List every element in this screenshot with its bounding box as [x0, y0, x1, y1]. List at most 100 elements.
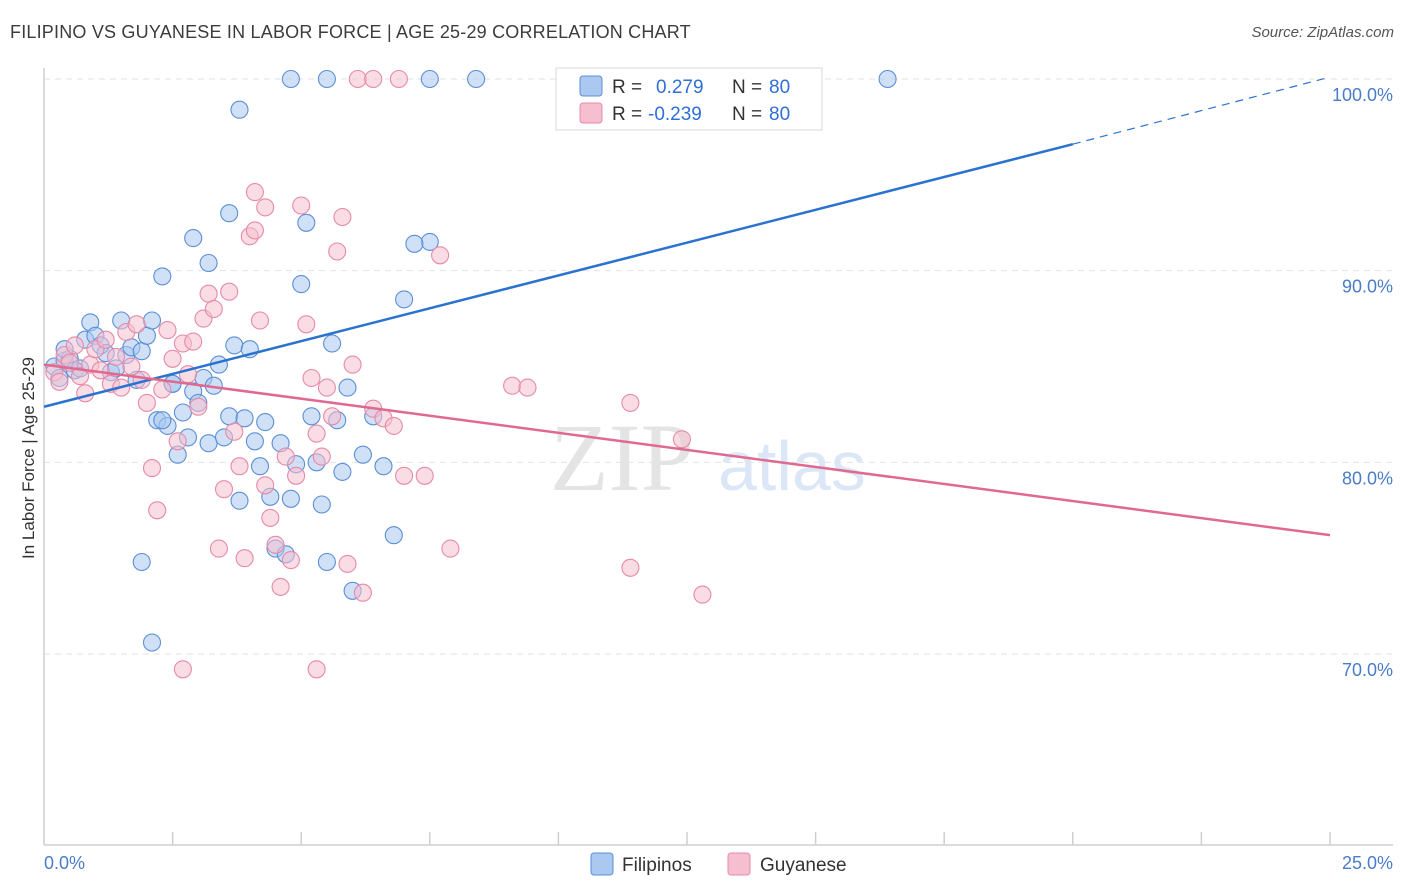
y-tick-label: 90.0% — [1342, 277, 1393, 297]
guyanese-point — [256, 476, 275, 495]
x-tick-label-min: 0.0% — [44, 853, 85, 873]
series-legend-label-filipinos: Filipinos — [622, 855, 692, 876]
guyanese-point — [307, 424, 326, 443]
y-tick-label: 80.0% — [1342, 468, 1393, 488]
grid-lines — [44, 78, 1393, 655]
filipino-point — [353, 445, 372, 464]
filipino-point — [250, 457, 270, 476]
filipino-point — [878, 69, 897, 89]
guyanese-point — [189, 397, 208, 416]
filipino-point — [281, 69, 300, 89]
guyanese-point — [225, 422, 244, 441]
guyanese-point — [230, 457, 249, 476]
guyanese-point — [395, 466, 414, 485]
filipino-point — [220, 204, 239, 223]
guyanese-point — [364, 69, 383, 89]
guyanese-point — [503, 376, 522, 395]
filipino-point — [323, 334, 342, 353]
filipino-point — [281, 489, 300, 508]
filipino-point — [256, 413, 275, 432]
guyanese-point — [323, 407, 342, 426]
filipino-point — [467, 69, 486, 89]
filipino-point — [199, 434, 218, 453]
filipino-point — [420, 69, 439, 89]
filipino-point — [384, 526, 403, 545]
guyanese-point — [415, 466, 434, 485]
guyanese-point — [431, 246, 450, 265]
filipino-point — [374, 457, 393, 476]
filipino-point — [225, 336, 244, 355]
guyanese-point — [168, 432, 187, 451]
y-tick-label: 100.0% — [1332, 85, 1393, 105]
guyanese-point — [384, 416, 403, 435]
legend-r-label: R = — [612, 104, 642, 125]
guyanese-point — [199, 284, 218, 303]
legend-swatch-guyanese — [579, 102, 603, 124]
chart-title: FILIPINO VS GUYANESE IN LABOR FORCE | AG… — [10, 22, 691, 42]
guyanese-point — [441, 539, 460, 558]
filipino-point — [302, 407, 321, 426]
guyanese-point — [343, 355, 362, 374]
filipino-point — [132, 552, 151, 572]
guyanese-point — [261, 508, 280, 527]
filipino-point — [338, 378, 357, 397]
legend-n-label: N = — [732, 104, 762, 125]
guyanese-point — [518, 378, 537, 397]
guyanese-point — [235, 549, 254, 568]
series-legend-swatch-guyanese — [727, 852, 751, 876]
guyanese-point — [163, 349, 182, 368]
filipino-point — [184, 229, 203, 248]
y-tick-label: 70.0% — [1342, 660, 1393, 680]
guyanese-point — [204, 299, 223, 319]
filipino-point — [245, 432, 264, 451]
filipino-point — [297, 213, 316, 232]
watermark-atlas: atlas — [718, 427, 866, 505]
y-axis-title: In Labor Force | Age 25-29 — [19, 357, 38, 559]
guyanese-point — [266, 535, 285, 554]
guyanese-point — [256, 198, 275, 217]
guyanese-point — [70, 367, 90, 386]
guyanese-point — [250, 311, 270, 330]
filipino-point — [142, 633, 162, 652]
filipino-point — [142, 311, 162, 330]
series-legend-label-guyanese: Guyanese — [760, 855, 847, 876]
legend-r-value-guyanese: -0.239 — [648, 104, 702, 125]
guyanese-point — [302, 368, 321, 388]
y-axis-tick-labels: 70.0% 80.0% 90.0% 100.0% — [1332, 85, 1393, 680]
legend-swatch-filipinos — [579, 75, 603, 97]
guyanese-point — [137, 393, 156, 412]
filipino-point — [132, 342, 151, 361]
filipino-point — [333, 462, 352, 481]
filipinos-trend-line — [43, 142, 1074, 408]
guyanese-point — [312, 447, 331, 466]
guyanese-point — [338, 554, 357, 573]
guyanese-point — [173, 660, 192, 679]
filipino-point — [317, 69, 336, 89]
guyanese-point — [127, 315, 146, 334]
filipino-point — [395, 290, 414, 309]
guyanese-point — [106, 347, 126, 366]
filipino-point — [235, 409, 254, 428]
guyanese-point — [184, 332, 203, 351]
guyanese-trend-line — [43, 363, 1331, 537]
filipino-point — [220, 407, 239, 426]
legend-n-value-filipinos: 80 — [769, 77, 790, 98]
guyanese-point — [672, 430, 691, 449]
guyanese-point — [209, 539, 228, 558]
guyanese-point — [287, 466, 306, 485]
guyanese-point — [76, 384, 95, 403]
guyanese-point — [245, 183, 264, 202]
guyanese-point — [621, 558, 640, 577]
guyanese-point — [220, 282, 239, 301]
filipino-point — [173, 403, 192, 422]
filipinos-trend-extension — [1072, 76, 1331, 145]
guyanese-point — [621, 393, 640, 412]
guyanese-point — [328, 242, 347, 261]
source-credit: Source: ZipAtlas.com — [1251, 24, 1394, 41]
legend-r-label: R = — [612, 77, 642, 98]
filipino-point — [153, 267, 172, 286]
stats-legend: R = 0.279 N = 80 R = -0.239 N = 80 — [555, 67, 823, 131]
filipino-point — [230, 491, 249, 510]
guyanese-point — [245, 221, 264, 240]
